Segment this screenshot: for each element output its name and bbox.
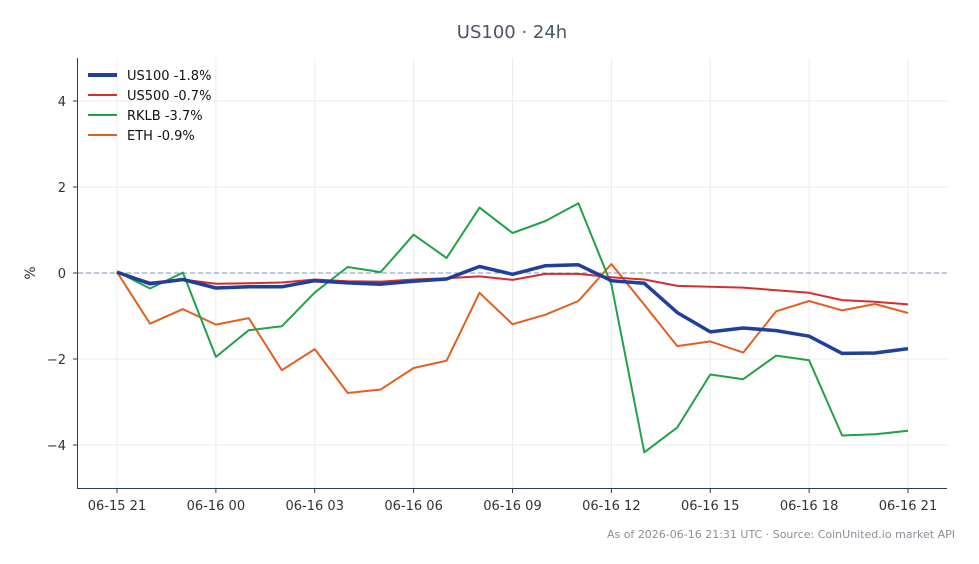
y-tick-label: −2 <box>47 353 66 368</box>
x-tick-label: 06-16 15 <box>681 499 739 514</box>
series-line-us500 <box>116 271 909 306</box>
series-group <box>116 202 909 454</box>
x-tick-label: 06-16 06 <box>384 499 442 514</box>
y-tick-label: 4 <box>58 95 66 110</box>
legend-label-us100: US100 -1.8% <box>127 69 211 84</box>
y-ticks: −4 −2 0 2 4 <box>47 95 78 454</box>
y-tick-label: 0 <box>58 267 66 282</box>
legend-label-us500: US500 -0.7% <box>127 89 211 104</box>
x-ticks: 06-15 21 06-16 00 06-16 03 06-16 06 06-16 09… <box>88 488 937 514</box>
legend-label-eth: ETH -0.9% <box>127 129 195 144</box>
y-tick-label: −4 <box>47 439 66 454</box>
series-line-us100 <box>116 263 909 356</box>
series-line-rklb <box>116 202 909 454</box>
y-tick-label: 2 <box>58 181 66 196</box>
x-tick-label: 06-15 21 <box>88 499 146 514</box>
x-tick-label: 06-16 09 <box>483 499 541 514</box>
x-tick-label: 06-16 03 <box>286 499 344 514</box>
x-tick-label: 06-16 21 <box>879 499 937 514</box>
x-tick-label: 06-16 00 <box>187 499 245 514</box>
footer-source: As of 2026-06-16 21:31 UTC · Source: Coi… <box>607 528 955 541</box>
chart-title: US100 · 24h <box>457 22 567 43</box>
y-axis-label: % <box>23 266 39 279</box>
x-tick-label: 06-16 12 <box>582 499 640 514</box>
legend-label-rklb: RKLB -3.7% <box>127 109 203 124</box>
x-tick-label: 06-16 18 <box>780 499 838 514</box>
legend: US100 -1.8% US500 -0.7% RKLB -3.7% ETH -0.9… <box>88 69 211 144</box>
series-line-eth <box>116 263 909 394</box>
